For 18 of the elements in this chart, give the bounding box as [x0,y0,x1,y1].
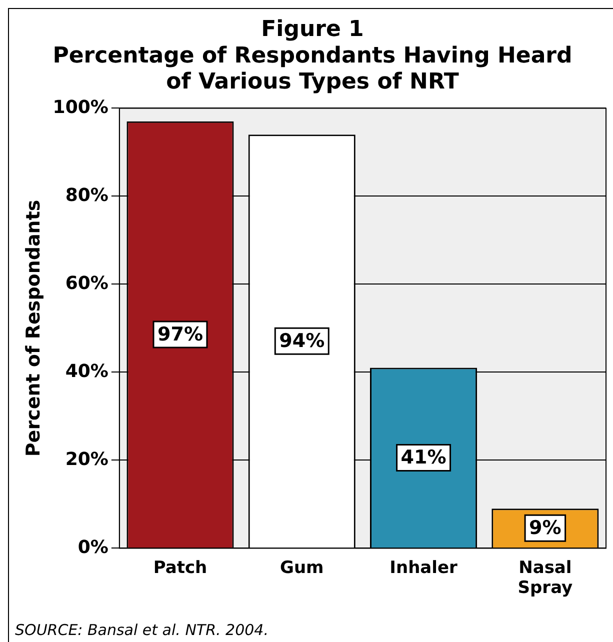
y-tick-label: 60% [65,272,108,294]
source-note: SOURCE: Bansal et al. NTR. 2004. [15,621,268,639]
y-tick-label: 40% [65,360,108,382]
y-axis-title: Percent of Respondants [22,200,44,457]
chart-subtitle: Percentage of Respondants Having Heard of Various Types of NRT [52,43,572,95]
y-tick-label: 20% [65,448,108,470]
data-label: 97% [157,323,203,346]
x-tick-label: Inhaler [390,558,458,578]
y-tick-label: 80% [65,184,108,206]
x-tick-label: Gum [280,558,324,578]
data-label: 9% [529,517,562,540]
data-label: 94% [279,330,325,352]
data-label: 41% [400,446,446,469]
chart-title: Figure 1 [261,16,364,42]
y-tick-label: 100% [52,96,108,118]
y-tick-label: 0% [78,536,108,558]
x-tick-label: Nasal Spray [518,558,573,598]
x-tick-label: Patch [153,558,208,578]
